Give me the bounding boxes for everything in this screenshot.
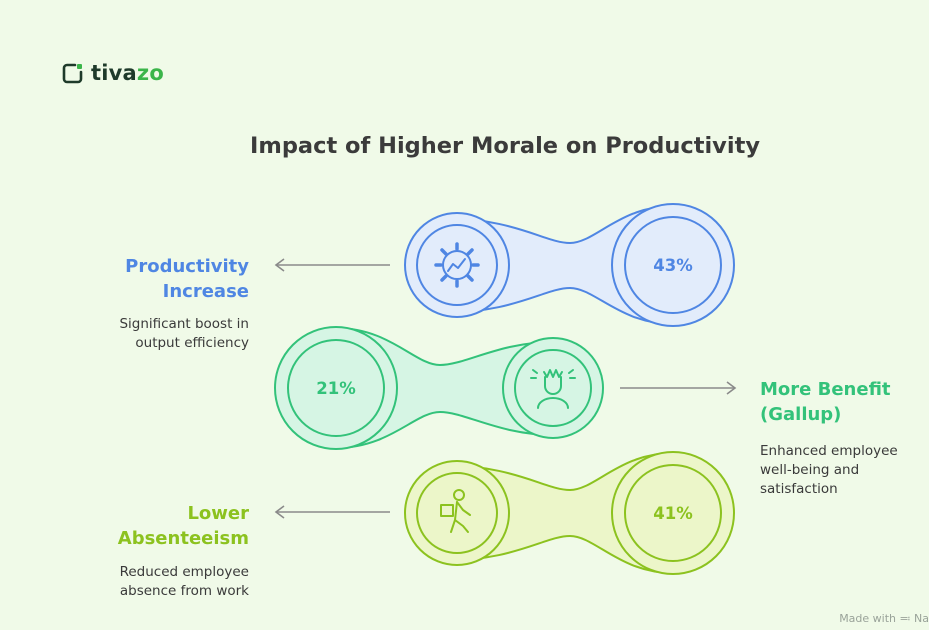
brand-logo: tivazo — [62, 61, 164, 85]
productivity-description: Significant boost in output efficiency — [119, 316, 249, 351]
absenteeism-heading: Lower Absenteeism — [117, 503, 249, 549]
benefit-arrow — [620, 381, 737, 395]
benefit-value: 21% — [316, 379, 356, 398]
person-walking-icon — [440, 489, 471, 533]
logo-mark-icon — [62, 63, 83, 84]
productivity-value: 43% — [653, 256, 693, 275]
productivity-heading: Productivity Increase — [125, 256, 249, 302]
productivity-connector — [404, 203, 735, 327]
page-title: Impact of Higher Morale on Productivity — [250, 133, 760, 159]
productivity-arrow — [274, 258, 390, 272]
absenteeism-value: 41% — [653, 504, 693, 523]
napkin-logo-icon: ≕ — [899, 612, 911, 625]
absenteeism-description: Reduced employee absence from work — [119, 564, 249, 599]
happy-employee-icon — [530, 369, 576, 409]
absenteeism-arrow — [274, 505, 390, 519]
benefit-heading: More Benefit (Gallup) — [760, 379, 891, 425]
benefit-description: Enhanced employee well-being and satisfa… — [760, 443, 898, 497]
brand-name: tivazo — [91, 61, 164, 85]
absenteeism-connector — [404, 451, 735, 575]
benefit-connector — [274, 326, 604, 450]
made-with-badge[interactable]: Made with ≕ Na — [839, 612, 929, 625]
gear-chart-icon — [434, 242, 480, 288]
